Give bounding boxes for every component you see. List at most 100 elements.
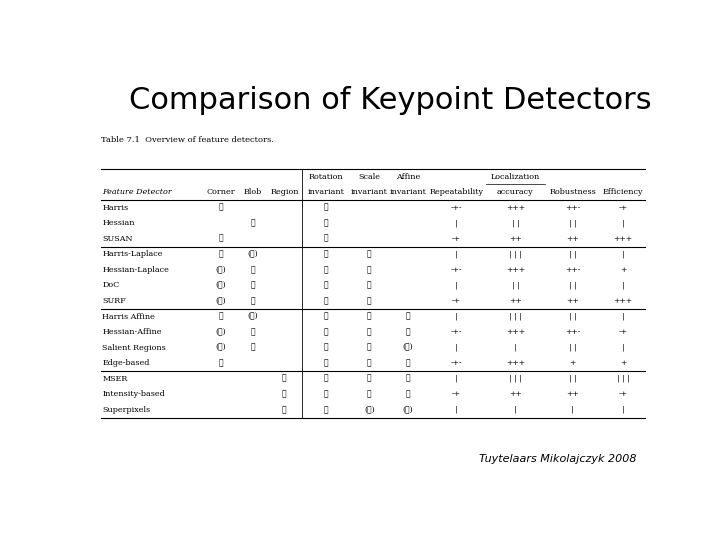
- Text: (✓): (✓): [215, 266, 226, 274]
- Text: ✓: ✓: [367, 328, 372, 336]
- Text: | |: | |: [569, 219, 577, 227]
- Text: |: |: [455, 375, 458, 383]
- Text: ✓: ✓: [324, 375, 328, 383]
- Text: | | |: | | |: [616, 375, 629, 383]
- Text: ++: ++: [567, 297, 579, 305]
- Text: ✓: ✓: [324, 406, 328, 414]
- Text: ✓: ✓: [324, 219, 328, 227]
- Text: | | |: | | |: [509, 251, 522, 258]
- Text: ✓: ✓: [324, 343, 328, 352]
- Text: ✓: ✓: [251, 266, 255, 274]
- Text: +++: +++: [613, 235, 632, 243]
- Text: ✓: ✓: [367, 266, 372, 274]
- Text: ✓: ✓: [405, 390, 410, 399]
- Text: ✓: ✓: [324, 235, 328, 243]
- Text: | |: | |: [569, 313, 577, 321]
- Text: | |: | |: [512, 281, 519, 289]
- Text: -+: -+: [452, 390, 461, 399]
- Text: ✓: ✓: [367, 281, 372, 289]
- Text: invariant: invariant: [307, 188, 344, 196]
- Text: Blob: Blob: [243, 188, 261, 196]
- Text: |: |: [621, 219, 624, 227]
- Text: ✓: ✓: [324, 313, 328, 321]
- Text: | | |: | | |: [509, 375, 522, 383]
- Text: Tuytelaars Mikolajczyk 2008: Tuytelaars Mikolajczyk 2008: [480, 454, 637, 464]
- Text: Harris: Harris: [102, 204, 128, 212]
- Text: ✓: ✓: [324, 266, 328, 274]
- Text: ✓: ✓: [251, 219, 255, 227]
- Text: +++: +++: [506, 266, 525, 274]
- Text: ✓: ✓: [367, 343, 372, 352]
- Text: ✓: ✓: [367, 313, 372, 321]
- Text: +++: +++: [506, 328, 525, 336]
- Text: Corner: Corner: [207, 188, 235, 196]
- Text: ✓: ✓: [367, 390, 372, 399]
- Text: Region: Region: [270, 188, 299, 196]
- Text: |: |: [621, 406, 624, 414]
- Text: -+: -+: [452, 297, 461, 305]
- Text: Feature Detector: Feature Detector: [102, 188, 172, 196]
- Text: (✓): (✓): [247, 313, 258, 321]
- Text: accuracy: accuracy: [497, 188, 534, 196]
- Text: ✓: ✓: [324, 281, 328, 289]
- Text: ✓: ✓: [218, 313, 223, 321]
- Text: ✓: ✓: [218, 204, 223, 212]
- Text: Harris Affine: Harris Affine: [102, 313, 155, 321]
- Text: -+: -+: [618, 204, 627, 212]
- Text: (✓): (✓): [402, 343, 413, 352]
- Text: +: +: [620, 359, 626, 367]
- Text: |: |: [455, 406, 458, 414]
- Text: |: |: [455, 313, 458, 321]
- Text: |: |: [514, 406, 517, 414]
- Text: -+-: -+-: [451, 328, 462, 336]
- Text: ✓: ✓: [282, 375, 287, 383]
- Text: ✓: ✓: [324, 297, 328, 305]
- Text: Repeatability: Repeatability: [429, 188, 483, 196]
- Text: | |: | |: [512, 219, 519, 227]
- Text: | |: | |: [569, 251, 577, 258]
- Text: | |: | |: [569, 375, 577, 383]
- Text: Intensity-based: Intensity-based: [102, 390, 165, 399]
- Text: Scale: Scale: [359, 173, 380, 180]
- Text: SUSAN: SUSAN: [102, 235, 132, 243]
- Text: Efficiency: Efficiency: [603, 188, 643, 196]
- Text: ++-: ++-: [565, 266, 580, 274]
- Text: -+-: -+-: [451, 266, 462, 274]
- Text: ✓: ✓: [282, 390, 287, 399]
- Text: ✓: ✓: [324, 328, 328, 336]
- Text: ✓: ✓: [251, 297, 255, 305]
- Text: ✓: ✓: [405, 313, 410, 321]
- Text: |: |: [455, 219, 458, 227]
- Text: invariant: invariant: [390, 188, 426, 196]
- Text: ✓: ✓: [324, 390, 328, 399]
- Text: |: |: [621, 281, 624, 289]
- Text: ✓: ✓: [405, 375, 410, 383]
- Text: ✓: ✓: [218, 251, 223, 258]
- Text: ✓: ✓: [218, 359, 223, 367]
- Text: ++-: ++-: [565, 328, 580, 336]
- Text: ++: ++: [509, 235, 522, 243]
- Text: ++: ++: [509, 297, 522, 305]
- Text: Harris-Laplace: Harris-Laplace: [102, 251, 163, 258]
- Text: ✓: ✓: [367, 359, 372, 367]
- Text: (✓): (✓): [402, 406, 413, 414]
- Text: ++: ++: [567, 235, 579, 243]
- Text: (✓): (✓): [364, 406, 374, 414]
- Text: |: |: [621, 251, 624, 258]
- Text: Localization: Localization: [491, 173, 540, 180]
- Text: | |: | |: [569, 281, 577, 289]
- Text: (✓): (✓): [215, 297, 226, 305]
- Text: ++-: ++-: [565, 204, 580, 212]
- Text: invariant: invariant: [351, 188, 387, 196]
- Text: Comparison of Keypoint Detectors: Comparison of Keypoint Detectors: [129, 85, 652, 114]
- Text: ✓: ✓: [405, 359, 410, 367]
- Text: ✓: ✓: [367, 375, 372, 383]
- Text: Affine: Affine: [396, 173, 420, 180]
- Text: ✓: ✓: [324, 204, 328, 212]
- Text: | | |: | | |: [509, 313, 522, 321]
- Text: Salient Regions: Salient Regions: [102, 343, 166, 352]
- Text: Edge-based: Edge-based: [102, 359, 150, 367]
- Text: Robustness: Robustness: [549, 188, 596, 196]
- Text: ✓: ✓: [324, 359, 328, 367]
- Text: | |: | |: [569, 343, 577, 352]
